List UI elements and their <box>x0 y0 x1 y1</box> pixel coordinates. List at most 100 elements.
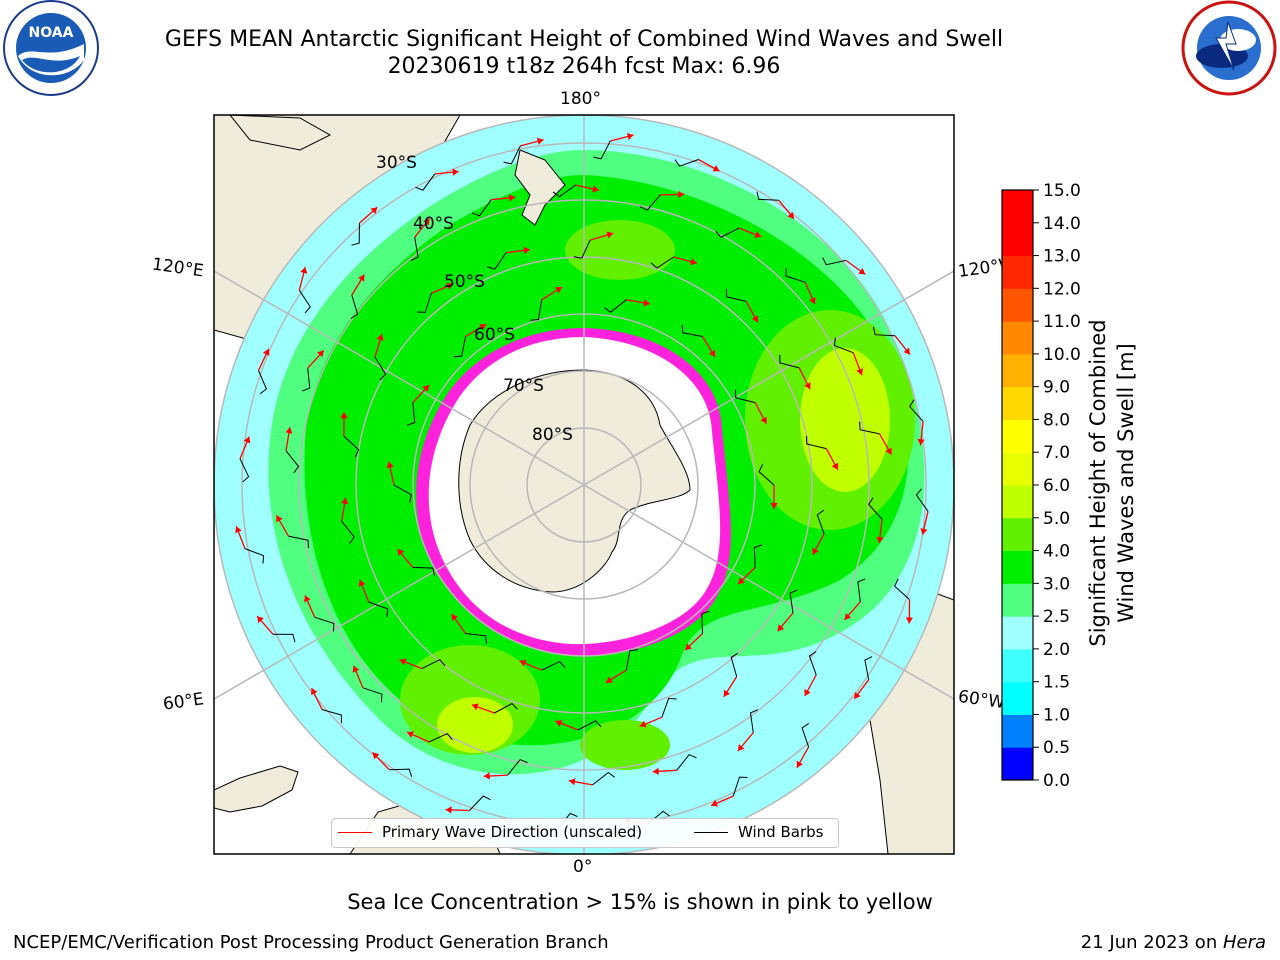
wave-arrow-head <box>446 282 454 290</box>
colorbar-band <box>1002 485 1033 519</box>
wind-barb <box>735 389 756 404</box>
lat-label-30s: 30°S <box>376 153 417 173</box>
wind-barb <box>676 754 697 771</box>
colorbar-band <box>1002 452 1033 486</box>
wave-arrow-head <box>304 595 311 603</box>
colorbar-band <box>1002 353 1033 388</box>
legend-wave-line <box>338 831 372 833</box>
wave-arrow-head <box>643 299 650 307</box>
wave-arrow-head <box>804 689 811 696</box>
wind-barb <box>351 223 360 246</box>
wave-arrow-head <box>606 231 614 239</box>
wave-arrow-head <box>592 185 599 193</box>
sea-ice-note: Sea Ice Concentration > 15% is shown in … <box>347 890 933 914</box>
wind-barb <box>368 601 389 617</box>
wind-barb <box>650 256 674 269</box>
wave-arrow-head <box>262 348 270 356</box>
wave-arrow-head <box>652 767 659 775</box>
wind-barb <box>816 509 825 534</box>
wind-barb <box>453 336 466 358</box>
wave-arrow-head <box>639 720 647 728</box>
wave-arrow-head <box>358 579 366 587</box>
wave-arrow-head <box>352 665 360 673</box>
wave-arrow-head <box>903 347 910 355</box>
wave-arrow-head <box>708 349 715 357</box>
wave-arrow-head <box>885 447 892 455</box>
wind-barb <box>288 535 309 549</box>
wind-barb <box>909 399 924 422</box>
wave-arrow-head <box>858 268 866 275</box>
wave-arrow-head <box>777 624 785 632</box>
wind-barb <box>864 656 873 680</box>
wave-arrow-head <box>787 211 794 219</box>
wave-arrow-head <box>386 461 394 469</box>
map-area <box>214 115 954 854</box>
wind-barb <box>822 257 847 266</box>
colorbar-tick-label: 11.0 <box>1043 312 1081 332</box>
lon-label-180: 180° <box>560 89 601 109</box>
colorbar-tick-label: 1.0 <box>1043 705 1070 725</box>
wave-arrow-head <box>568 778 576 786</box>
wind-barb <box>808 651 817 676</box>
wind-barb <box>603 299 627 313</box>
wind-barb <box>343 435 360 458</box>
wave-arrow-head <box>243 436 251 444</box>
legend-barb-line <box>694 831 728 833</box>
wind-barb <box>412 566 436 577</box>
wind-barb <box>314 616 335 632</box>
wind-barb <box>785 268 806 283</box>
colorbar-tick-label: 9.0 <box>1043 378 1070 398</box>
wave-arrow-head <box>831 462 839 470</box>
wind-barb <box>868 497 883 520</box>
wind-barb <box>471 199 492 217</box>
wind-barb <box>857 578 866 602</box>
wave-arrow-head <box>723 689 731 697</box>
footer-host: Hera <box>1222 932 1266 953</box>
wind-barb <box>428 732 453 743</box>
colorbar-tick-label: 2.5 <box>1043 607 1070 627</box>
wave-arrow-head <box>340 412 348 419</box>
wind-barb <box>715 227 740 238</box>
colorbar-tick-label: 7.0 <box>1043 443 1070 463</box>
wind-barb <box>393 484 412 503</box>
wind-barb <box>507 758 528 776</box>
wind-barb <box>239 458 250 483</box>
wave-arrow-head <box>809 297 816 305</box>
footer-date-text: 21 Jun 2023 on <box>1080 932 1223 953</box>
colorbar-band <box>1002 386 1033 420</box>
wave-arrow-head <box>605 676 613 683</box>
wave-arrow-head <box>678 190 685 199</box>
wave-arrow-head <box>452 168 459 176</box>
wind-barb <box>321 709 342 723</box>
wind-barb <box>573 239 591 259</box>
colorbar-band <box>1002 648 1033 683</box>
wind-barb <box>417 293 432 313</box>
asia-land <box>229 115 332 151</box>
wave-arrow-head <box>770 503 778 509</box>
colorbar-label-line2: Wind Waves and Swell [m] <box>1114 343 1138 623</box>
wave-field-4to5-southeast <box>580 720 670 770</box>
wave-arrow-head <box>311 688 318 695</box>
wave-arrow-head <box>685 643 692 651</box>
wave-arrow-head <box>536 137 544 145</box>
wind-barb <box>302 368 311 392</box>
wave-arrow-head <box>483 772 490 780</box>
wave-arrow-head <box>690 258 697 266</box>
wind-barb <box>487 252 507 270</box>
wind-barb <box>872 326 896 337</box>
wind-barb <box>421 659 446 670</box>
wave-arrow-head <box>257 616 264 623</box>
wave-arrow-head <box>754 231 762 238</box>
colorbar-tick-label: 10.0 <box>1043 345 1081 365</box>
wave-arrow-head <box>712 165 720 172</box>
wind-barb <box>272 633 296 643</box>
wave-arrow-head <box>471 703 479 711</box>
colorbar-tick-label: 4.0 <box>1043 542 1070 562</box>
wind-barb <box>789 589 798 613</box>
chart-subtitle: 20230619 t18z 264h fcst Max: 6.96 <box>387 54 781 79</box>
wave-field-4to5-north <box>565 220 675 280</box>
lat-label-70s: 70°S <box>503 376 544 396</box>
wave-arrow-head <box>423 218 430 226</box>
colorbar-band <box>1002 616 1033 650</box>
colorbar-band <box>1002 583 1033 617</box>
